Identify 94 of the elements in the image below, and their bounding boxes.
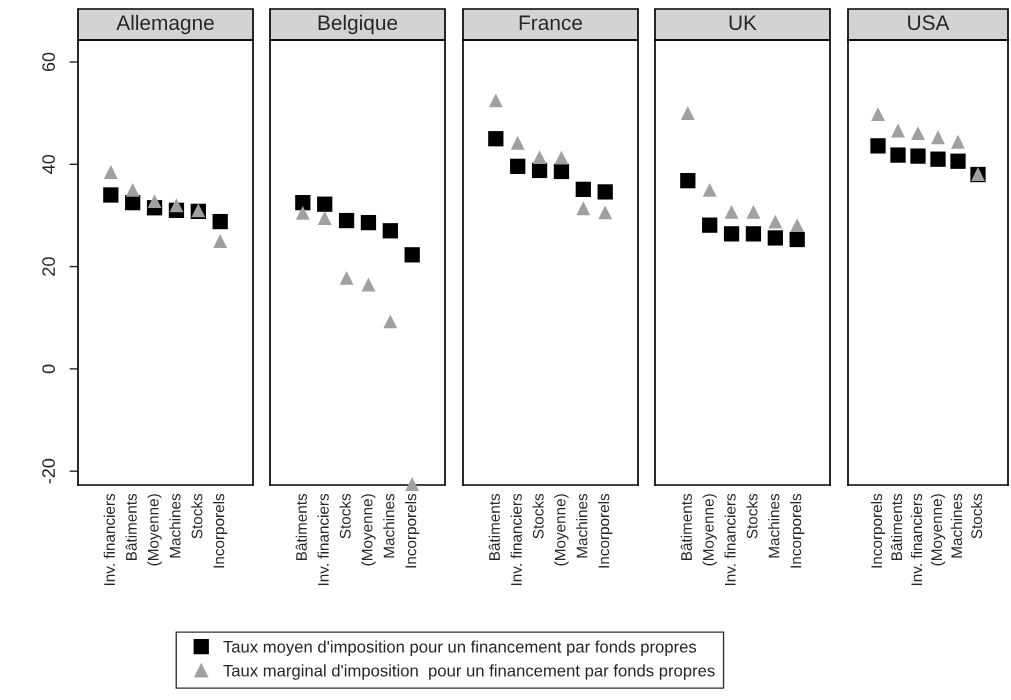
point bbox=[147, 194, 162, 209]
point bbox=[680, 173, 696, 189]
point bbox=[746, 204, 761, 219]
point bbox=[723, 226, 740, 242]
x-tick-label: (Moyenne) bbox=[361, 494, 376, 566]
point bbox=[531, 162, 548, 179]
point bbox=[951, 134, 965, 149]
y-tick-label: 20 bbox=[42, 257, 55, 276]
x-tick-label: Bâtiments bbox=[890, 493, 903, 561]
point bbox=[510, 158, 526, 174]
point bbox=[910, 148, 926, 164]
point bbox=[338, 212, 355, 229]
x-tick-label: Stocks bbox=[191, 493, 203, 539]
x-tick-label: (Moyenne) bbox=[147, 494, 162, 566]
x-tick-label: Incorporels bbox=[790, 493, 805, 568]
x-tick-label: Inv. financiers bbox=[510, 493, 522, 586]
point bbox=[768, 214, 783, 229]
x-tick-label: Incorporels bbox=[598, 493, 613, 568]
point bbox=[510, 135, 525, 150]
x-tick-label: (Moyenne) bbox=[554, 494, 569, 566]
point bbox=[702, 182, 717, 197]
y-tick-label: -20 bbox=[42, 458, 55, 484]
chart-title: USA bbox=[908, 15, 950, 31]
legend-label: Taux marginal d'imposition pour un financement par fonds propres bbox=[223, 664, 715, 680]
point bbox=[930, 151, 946, 167]
point bbox=[575, 181, 591, 197]
point bbox=[680, 106, 695, 121]
point bbox=[361, 277, 376, 292]
point bbox=[890, 147, 906, 163]
legend-label: Taux moyen d'imposition pour un financement par fonds propres bbox=[223, 640, 697, 656]
point bbox=[745, 226, 762, 242]
point bbox=[532, 150, 547, 165]
point bbox=[125, 182, 140, 197]
x-tick-label: (Moyenne) bbox=[930, 494, 946, 566]
point bbox=[317, 211, 332, 225]
x-tick-label: Machines bbox=[768, 493, 780, 558]
point bbox=[383, 314, 398, 329]
x-tick-label: Bâtiments bbox=[295, 493, 307, 561]
x-tick-label: Inv. financiers bbox=[724, 493, 736, 586]
point bbox=[103, 165, 118, 179]
x-tick-label: Stocks bbox=[970, 493, 983, 539]
point bbox=[767, 230, 783, 246]
point bbox=[488, 93, 503, 108]
point bbox=[295, 195, 311, 211]
point bbox=[488, 131, 504, 147]
x-tick-label: Machines bbox=[576, 493, 588, 558]
point bbox=[360, 214, 377, 231]
x-tick-label: Inv. financiers bbox=[103, 493, 115, 586]
point bbox=[724, 204, 739, 219]
x-tick-label: (Moyenne) bbox=[702, 494, 717, 566]
x-tick-label: Inv. financiers bbox=[910, 493, 923, 586]
point bbox=[702, 217, 718, 233]
x-tick-label: Machines bbox=[950, 493, 963, 558]
y-tick-label: 60 bbox=[42, 52, 55, 72]
point bbox=[554, 150, 569, 165]
x-tick-label: Stocks bbox=[746, 493, 758, 539]
y-tick-label: 40 bbox=[42, 154, 55, 174]
x-tick-label: Bâtiments bbox=[125, 493, 137, 561]
x-tick-label: Machines bbox=[169, 493, 181, 558]
point bbox=[871, 107, 885, 122]
point bbox=[169, 198, 184, 213]
x-tick-label: Stocks bbox=[532, 493, 544, 539]
point bbox=[382, 223, 398, 239]
point bbox=[339, 270, 354, 285]
point bbox=[212, 213, 228, 230]
point bbox=[931, 130, 945, 145]
x-tick-label: Machines bbox=[383, 493, 395, 558]
x-tick-label: Incorporels bbox=[405, 493, 420, 568]
x-tick-label: Bâtiments bbox=[488, 493, 500, 561]
point bbox=[317, 196, 333, 212]
point bbox=[213, 234, 228, 248]
chart-title: UK bbox=[729, 15, 757, 31]
x-tick-label: Bâtiments bbox=[680, 493, 692, 561]
point bbox=[597, 184, 613, 200]
point bbox=[870, 138, 886, 154]
x-tick-label: Stocks bbox=[339, 493, 351, 539]
point bbox=[553, 163, 570, 180]
point bbox=[598, 205, 613, 220]
x-tick-label: Inv. financiers bbox=[317, 493, 329, 586]
point bbox=[950, 153, 966, 169]
point bbox=[790, 218, 805, 233]
point bbox=[295, 205, 310, 220]
chart-title: Allemagne bbox=[116, 14, 214, 35]
y-tick-label: 0 bbox=[42, 364, 55, 374]
point bbox=[404, 247, 420, 263]
point bbox=[911, 126, 925, 141]
point bbox=[576, 201, 591, 216]
point bbox=[405, 477, 420, 491]
x-tick-label: Incorporels bbox=[213, 493, 228, 568]
point bbox=[789, 231, 805, 248]
x-tick-label: Incorporels bbox=[870, 493, 886, 568]
chart-title: Belgique bbox=[318, 14, 398, 35]
point bbox=[103, 187, 119, 203]
chart-title: France bbox=[519, 15, 582, 31]
